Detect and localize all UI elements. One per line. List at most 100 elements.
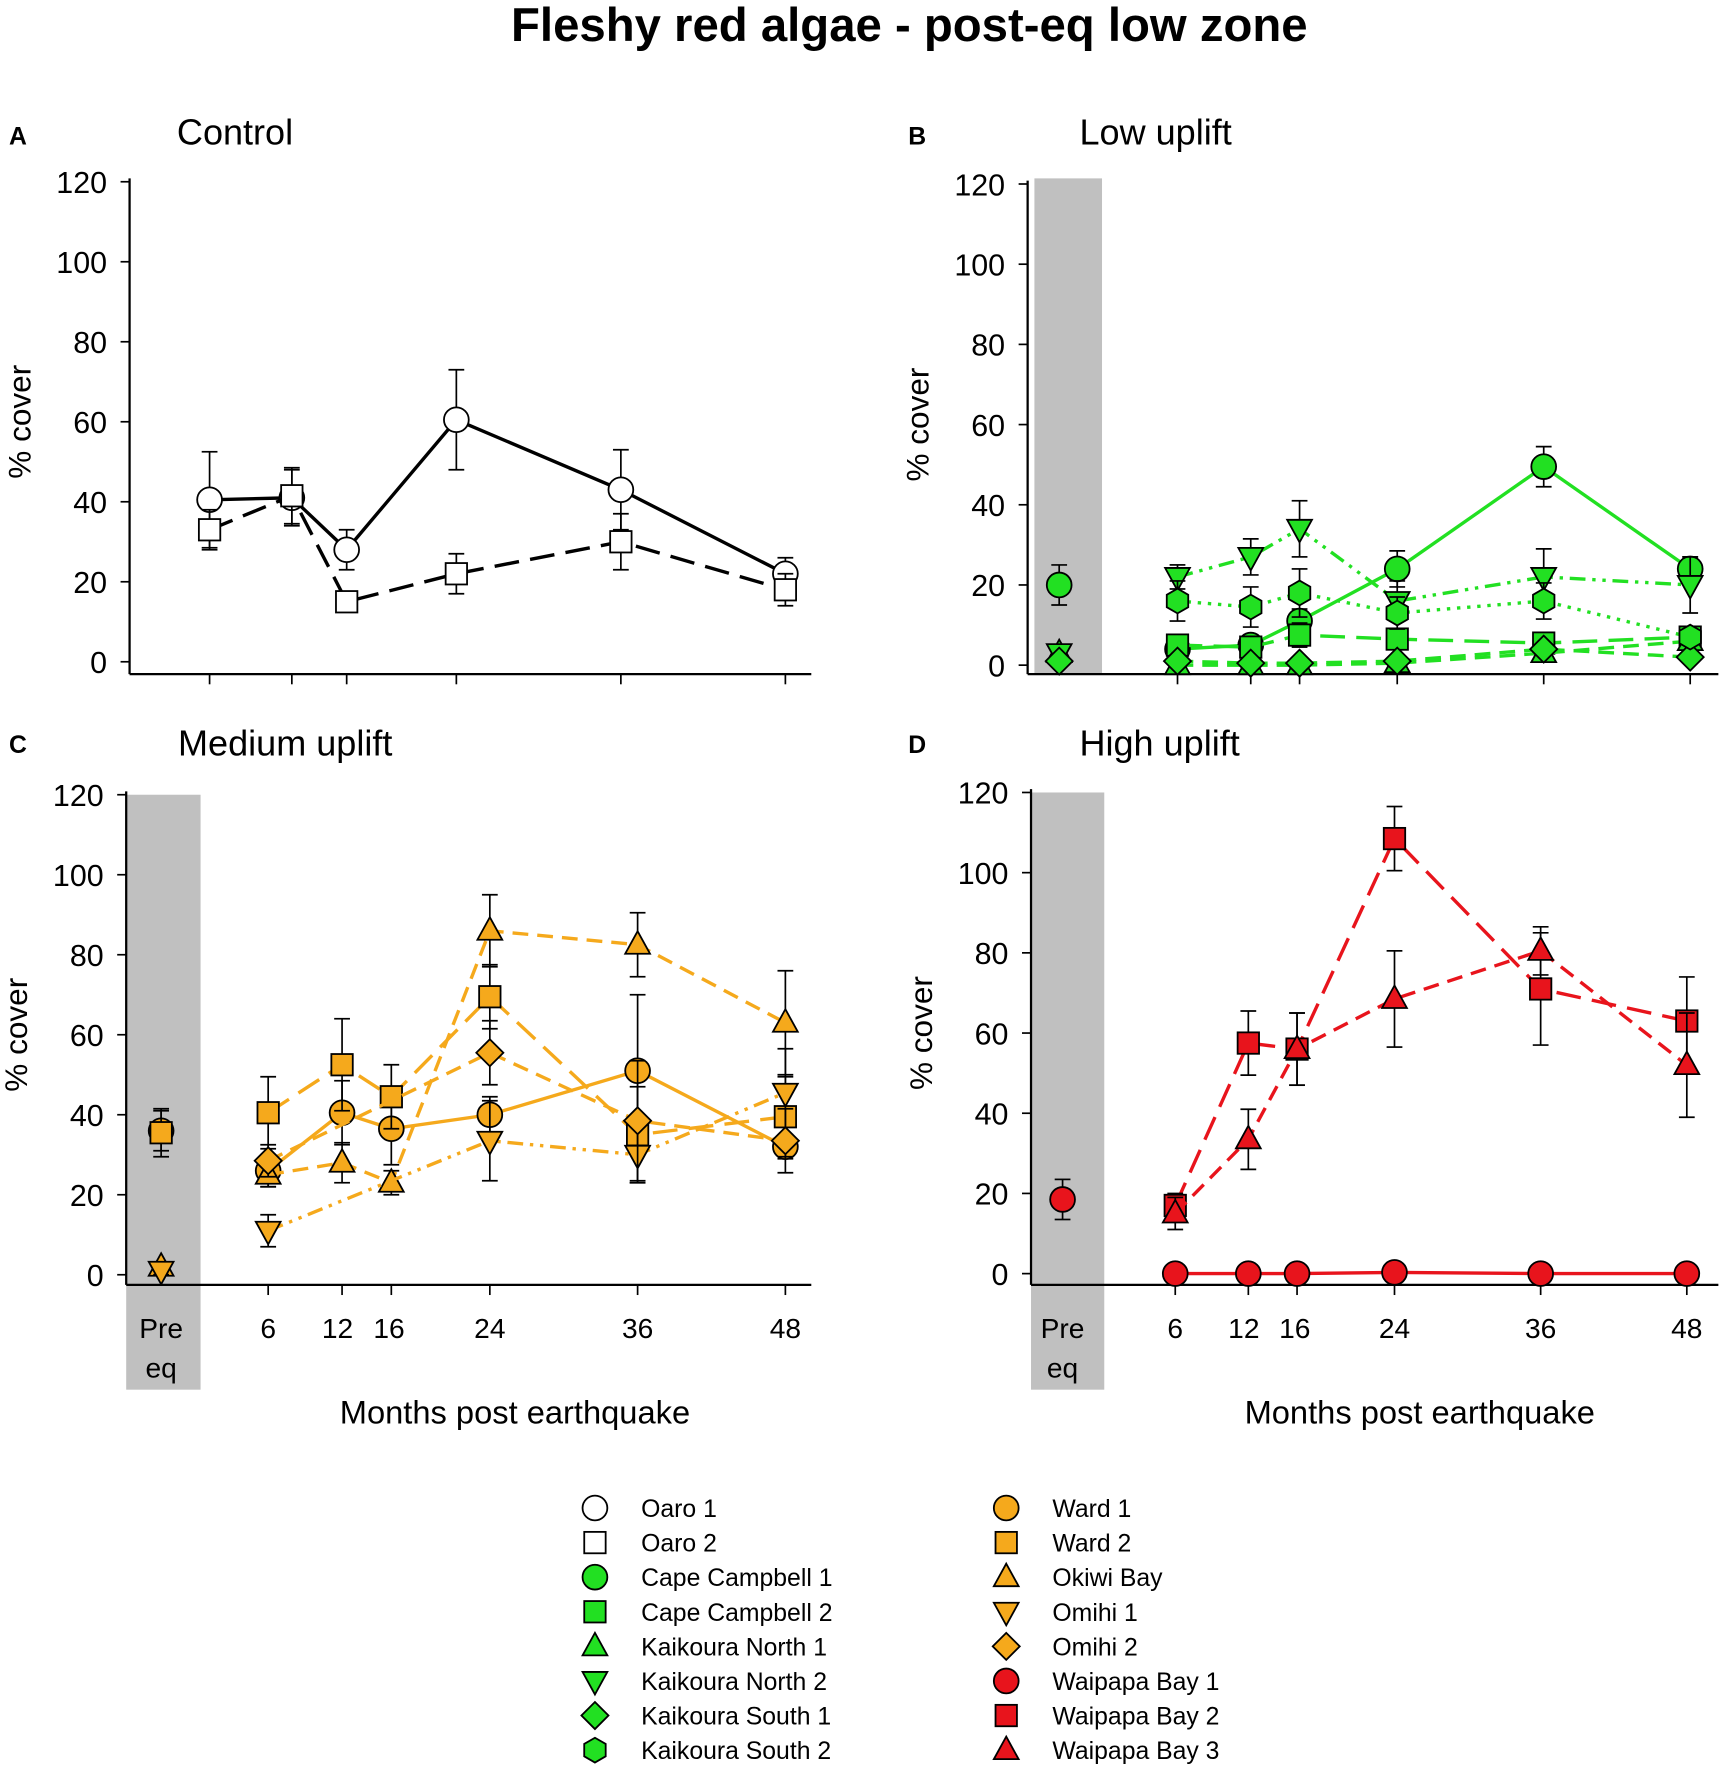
y-tick-label: 80 xyxy=(971,329,1005,363)
data-point xyxy=(1235,1260,1262,1287)
y-axis-label: % cover xyxy=(0,978,34,1092)
data-point xyxy=(1287,579,1312,607)
data-point xyxy=(1382,646,1413,676)
legend-marker xyxy=(992,1734,1021,1761)
x-tick-label-pre: Pre xyxy=(139,1313,183,1344)
data-point xyxy=(1239,593,1263,621)
y-tick-label: 120 xyxy=(56,166,107,200)
legend-marker xyxy=(994,1703,1018,1728)
legend-label: Ward 1 xyxy=(1052,1496,1131,1523)
series-cape-campbell-1 xyxy=(1045,445,1704,663)
pre-eq-shading xyxy=(1031,792,1105,1390)
data-point xyxy=(1044,646,1074,676)
data-point xyxy=(1383,555,1411,583)
y-tick-label: 0 xyxy=(988,649,1005,683)
data-point xyxy=(149,1121,173,1145)
data-point xyxy=(1381,1259,1408,1286)
legend-marker xyxy=(583,1600,607,1624)
data-point xyxy=(256,1101,280,1125)
panel-D: D High uplift % cover 0 20 40 60 80 100 120 6 12 16 2… xyxy=(903,722,1719,1430)
data-point xyxy=(1528,634,1559,664)
series-line xyxy=(1173,835,1688,1207)
data-point xyxy=(607,476,635,504)
y-tick-label: 60 xyxy=(73,406,107,440)
legend-marker xyxy=(581,1630,609,1657)
legend-label: Waipapa Bay 1 xyxy=(1052,1669,1219,1696)
y-tick-label: 0 xyxy=(87,1259,104,1293)
y-tick-label: 0 xyxy=(90,646,107,680)
y-tick-label: 100 xyxy=(958,857,1009,891)
x-tick-label: 12 xyxy=(1228,1313,1259,1344)
data-point xyxy=(1532,587,1556,615)
x-tick-label: 36 xyxy=(1525,1313,1556,1344)
data-point xyxy=(253,1145,283,1176)
data-point xyxy=(1163,567,1192,593)
data-point xyxy=(254,1220,283,1247)
data-point xyxy=(771,1082,800,1109)
y-tick-label: 60 xyxy=(975,1017,1009,1051)
series-line xyxy=(267,928,787,1185)
pre-eq-shading xyxy=(1034,178,1103,675)
y-tick-label: 40 xyxy=(971,489,1005,523)
y-axis-label: % cover xyxy=(903,976,939,1090)
y-tick-label: 60 xyxy=(971,409,1005,443)
panel-C: C Medium uplift % cover 0 20 40 60 80 100 120 6 12 1… xyxy=(0,722,812,1430)
data-point xyxy=(1284,648,1315,678)
data-point xyxy=(478,985,502,1009)
y-tick-label: 0 xyxy=(992,1258,1009,1292)
series-waipapa-bay-1 xyxy=(1049,1178,1701,1287)
data-point xyxy=(771,1007,800,1033)
data-point xyxy=(1283,1260,1311,1287)
series-kaikoura-south-2 xyxy=(1165,568,1702,651)
series-ward-2 xyxy=(149,963,797,1184)
legend-label: Waipapa Bay 3 xyxy=(1052,1738,1219,1765)
data-point xyxy=(1045,571,1073,599)
x-tick-label: 12 xyxy=(322,1313,353,1344)
data-point xyxy=(1161,1198,1190,1224)
data-point xyxy=(1530,453,1558,480)
legend-marker xyxy=(581,1494,609,1522)
series-kaikoura-south-1 xyxy=(1044,634,1705,678)
data-point xyxy=(1236,1031,1260,1055)
legend-label: Cape Campbell 2 xyxy=(641,1600,832,1627)
data-point xyxy=(1676,575,1705,601)
legend-label: Kaikoura South 1 xyxy=(641,1704,831,1731)
series-line xyxy=(1174,948,1688,1215)
y-tick-label: 40 xyxy=(73,486,107,520)
pre-eq-shading xyxy=(126,794,201,1390)
data-point xyxy=(1161,1260,1189,1287)
data-point xyxy=(335,590,359,614)
legend-marker xyxy=(992,1667,1020,1695)
data-point xyxy=(622,1105,653,1136)
data-point xyxy=(1162,646,1193,676)
data-point xyxy=(1675,642,1705,672)
data-point xyxy=(333,536,360,564)
legend-marker xyxy=(994,1530,1018,1555)
legend-marker xyxy=(992,1561,1021,1588)
data-point xyxy=(1049,1186,1076,1213)
x-tick-label-eq: eq xyxy=(1047,1352,1078,1383)
legend-marker xyxy=(583,1530,607,1555)
data-point xyxy=(1234,1123,1263,1150)
data-point xyxy=(280,484,304,508)
y-tick-label: 20 xyxy=(971,569,1005,603)
x-tick-label: 24 xyxy=(474,1313,505,1344)
data-point xyxy=(328,1147,356,1173)
data-point xyxy=(196,486,223,514)
legend-marker xyxy=(583,1736,607,1764)
legend-label: Cape Campbell 1 xyxy=(641,1565,832,1592)
data-point xyxy=(475,915,504,941)
y-tick-label: 40 xyxy=(70,1099,104,1133)
legend-label: Omihi 1 xyxy=(1052,1600,1137,1627)
data-point xyxy=(1285,518,1314,545)
data-point xyxy=(1529,977,1553,1001)
x-tick-label: 16 xyxy=(373,1313,404,1344)
panel-title: Control xyxy=(177,112,293,153)
x-tick-label: 36 xyxy=(622,1313,653,1344)
panel-B: B Low uplift % cover 0 20 40 60 80 100 120 xyxy=(899,112,1719,685)
x-tick-label: 6 xyxy=(1167,1313,1183,1344)
data-point xyxy=(1236,546,1265,573)
data-point xyxy=(444,562,468,586)
series-line xyxy=(1177,591,1691,639)
y-tick-label: 120 xyxy=(958,777,1009,811)
